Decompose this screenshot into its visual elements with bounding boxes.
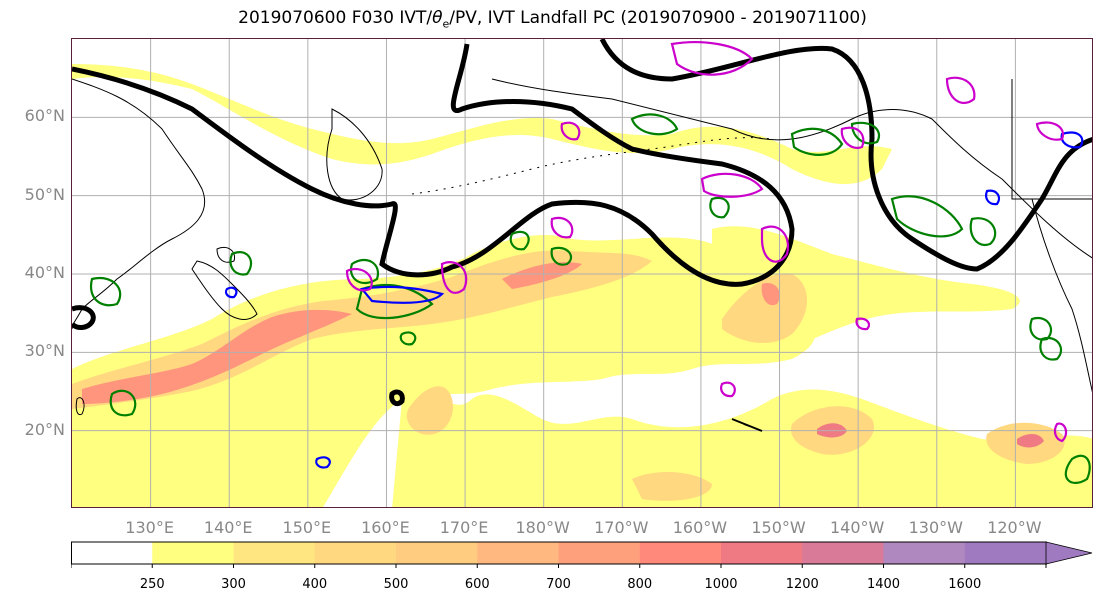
colorbar-segment [883,542,966,564]
ivt-band-250-main [72,234,815,507]
ivt-core-700-d [1017,433,1044,448]
na-border [1011,79,1092,200]
colorbar-ticks [71,564,1047,568]
alaska-coast [491,78,1092,259]
lat-label: 20°N [24,419,65,439]
lon-label: 170°E [439,518,489,537]
dynamic-tropopause [72,39,1092,407]
colorbar-segment [477,542,559,564]
colorbar-segment [721,542,803,564]
colorbar-tick-label: 250 [139,577,165,592]
lon-label: 160°E [361,518,410,537]
colorbar-tick-label: 800 [627,577,653,592]
ivt-filled-contours [72,64,1092,507]
lat-label: 40°N [24,263,65,282]
kamchatka-coast [326,108,383,201]
lon-label: 160°W [672,518,728,537]
pv-contours [224,131,1084,469]
colorbar-segment [396,542,478,564]
lon-label: 140°E [203,518,253,537]
colorbar-tick-label: 500 [383,577,409,592]
lon-label: 130°E [125,518,174,537]
na-west-coast [1031,198,1092,393]
colorbar-tick-label: 400 [302,577,328,592]
colorbar-tick-label: 1600 [948,577,982,592]
japan-coast [191,260,258,320]
tropopause-main [72,43,795,287]
map-panel [71,38,1093,508]
lon-label: 120°W [987,518,1042,537]
colorbar-tick-label: 1400 [866,577,901,592]
colorbar-tick-label: 1000 [704,577,738,592]
colorbar-segment [639,542,722,564]
japan-north [216,246,236,263]
map-title: 2019070600 F030 IVT/θe/PV, IVT Landfall … [238,8,867,31]
colorbar-segment [233,542,316,564]
landfall-pc-contours [345,41,1068,443]
colorbar-segment [558,542,641,564]
lat-label: 30°N [24,341,65,361]
lon-label: 150°E [282,518,332,537]
ivt-core-700-e [761,283,780,306]
lon-label: 130°W [908,518,963,537]
colorbar-segment [964,542,1047,564]
ivt-band-250-north [72,64,892,184]
map-canvas [72,39,1092,507]
ivt-core-700-b [502,262,582,289]
ivt-band-250-south [392,389,1092,507]
lat-label: 50°N [24,184,65,204]
gridlines [72,39,1092,507]
ivt-core-300-east [722,273,807,344]
colorbar-tick-label: 700 [546,577,571,592]
tropopause-loop [389,389,405,407]
lon-label: 180°W [515,518,570,537]
lon-label: 150°W [751,518,806,537]
ivt-core-700 [82,309,352,404]
colorbar-tick-label: 600 [464,577,490,592]
theta-e-contours [89,113,1091,484]
colorbar-tick-label: 300 [221,577,246,592]
colorbar-tick-label: 1200 [785,577,819,592]
aleutians [411,137,773,195]
ivt-core-300-south3 [632,472,712,501]
tropopause-west [72,305,96,330]
colorbar [71,541,1093,568]
colorbar-segments [71,541,1047,565]
colorbar-segment [71,542,153,564]
ivt-core-300-mid [406,386,453,435]
colorbar-extend-arrow [1045,541,1093,565]
hawaii [731,418,763,432]
lon-label: 170°W [594,518,649,537]
lon-label: 140°W [829,518,885,537]
colorbar-segment [314,542,397,564]
lat-label: 60°N [24,106,65,126]
colorbar-segment [152,542,234,564]
colorbar-segment [802,542,884,564]
taiwan [75,397,85,416]
tropopause-north [599,39,1092,272]
